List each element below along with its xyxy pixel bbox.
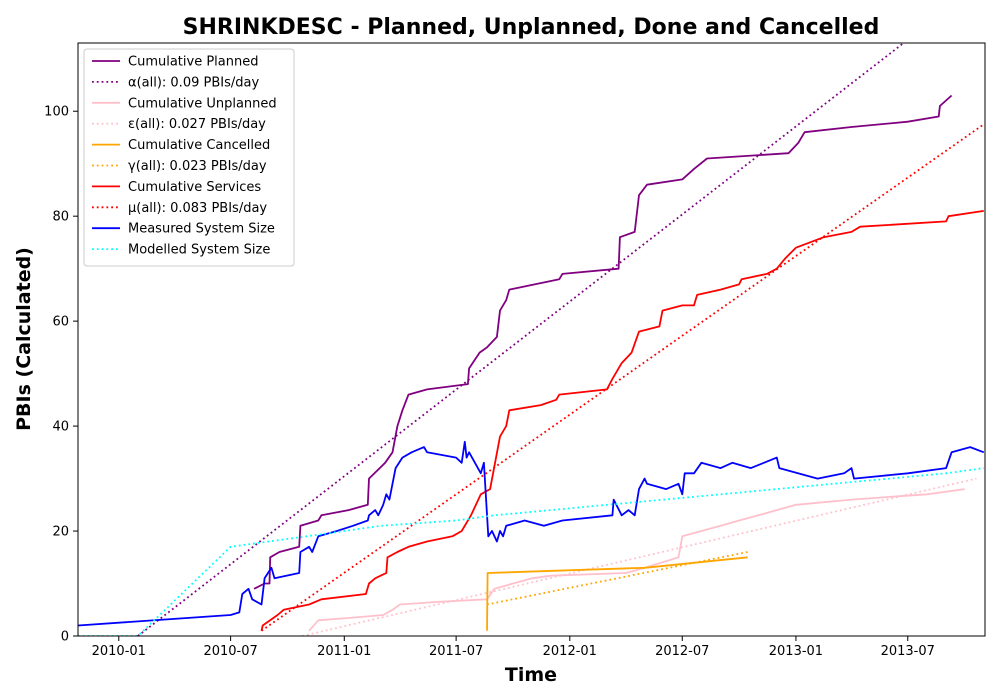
legend-label-3: ε(all): 0.027 PBIs/day (128, 117, 266, 132)
legend-label-4: Cumulative Cancelled (128, 138, 270, 153)
series-line-5 (486, 551, 748, 606)
legend-label-8: Measured System Size (128, 222, 275, 237)
x-axis: 2010-01 2010-07 2011-01 2011-07 2012-01 2012-… (92, 636, 935, 659)
x-axis-label: Time (505, 664, 557, 686)
series-lines (78, 43, 985, 636)
legend: Cumulative Planned α(all): 0.09 PBIs/day C… (83, 48, 295, 267)
legend-label-0: Cumulative Planned (128, 55, 258, 70)
x-tick-label: 2010-01 (92, 644, 146, 659)
legend-label-6: Cumulative Services (128, 180, 261, 195)
plot-frame (77, 42, 986, 637)
y-tick-label: 100 (44, 105, 69, 120)
x-tick-label: 2011-01 (317, 644, 371, 659)
y-tick-label: 80 (52, 210, 69, 225)
y-tick-label: 40 (52, 420, 69, 435)
y-tick-label: 0 (61, 630, 69, 645)
y-axis: 0 20 40 60 80 100 (44, 105, 78, 645)
series-line-8 (78, 440, 985, 627)
series-line-0 (253, 94, 953, 590)
x-tick-label: 2013-07 (881, 644, 935, 659)
y-tick-label: 20 (52, 525, 69, 540)
series-line-3 (302, 477, 977, 636)
x-tick-label: 2011-07 (429, 644, 483, 659)
series-line-7 (260, 123, 985, 632)
series-line-6 (260, 210, 984, 631)
x-tick-label: 2012-07 (655, 644, 709, 659)
legend-label-2: Cumulative Unplanned (128, 96, 277, 111)
series-line-4 (486, 556, 748, 631)
legend-label-9: Modelled System Size (128, 243, 270, 258)
series-line-2 (308, 488, 965, 632)
x-tick-label: 2012-01 (543, 644, 597, 659)
series-line-1 (137, 43, 906, 636)
x-tick-label: 2013-01 (769, 644, 823, 659)
plot-area (77, 42, 986, 637)
legend-label-7: μ(all): 0.083 PBIs/day (128, 201, 267, 216)
y-tick-label: 60 (52, 315, 69, 330)
x-tick-label: 2010-07 (203, 644, 257, 659)
series-line-9 (78, 467, 984, 636)
y-axis-label: PBIs (Calculated) (13, 247, 35, 431)
legend-box (83, 48, 295, 267)
legend-label-1: α(all): 0.09 PBIs/day (128, 75, 259, 90)
legend-label-5: γ(all): 0.023 PBIs/day (128, 159, 267, 174)
chart-title: SHRINKDESC - Planned, Unplanned, Done an… (183, 15, 880, 40)
